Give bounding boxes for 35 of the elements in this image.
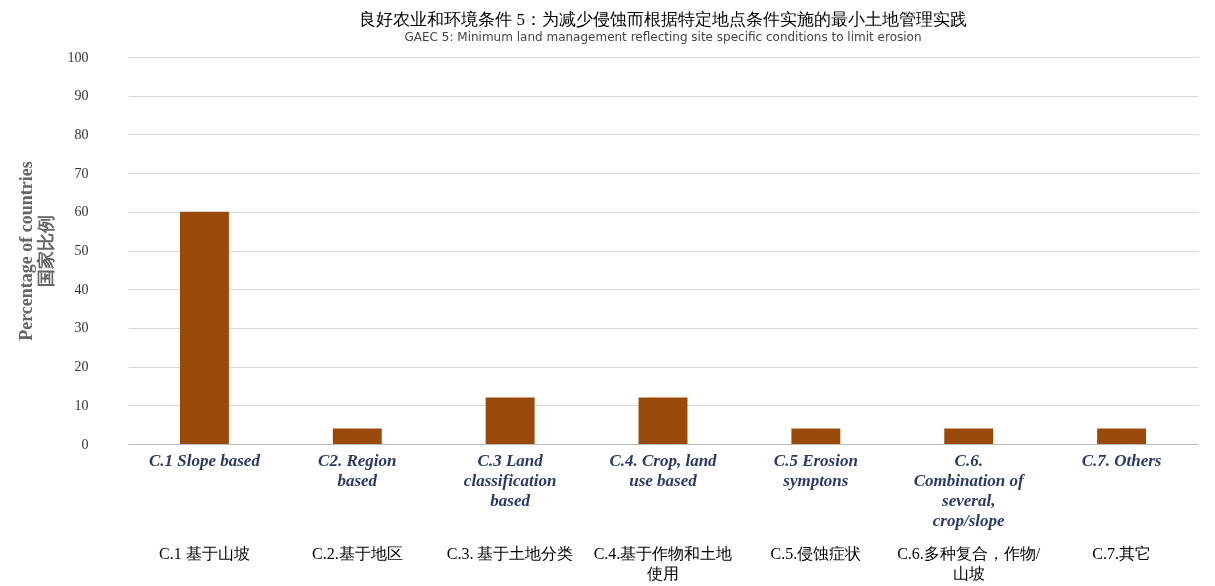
y-tick-label: 10 bbox=[74, 397, 89, 413]
y-tick-label: 80 bbox=[74, 126, 89, 142]
text: C.1 基于山坡 bbox=[159, 545, 250, 562]
x-tick-label: C.1 Slope based bbox=[148, 450, 261, 470]
x-tick-label: C2. Region based bbox=[318, 450, 397, 490]
x-tick-label: C.5 Erosion symptons bbox=[773, 450, 858, 490]
bar bbox=[332, 428, 382, 444]
bar bbox=[179, 211, 229, 444]
y-tick-label: 50 bbox=[74, 243, 89, 258]
text: C.7.其它 bbox=[1092, 545, 1151, 562]
bar bbox=[485, 397, 535, 444]
text: C.2.基于地区 bbox=[311, 545, 403, 562]
bar bbox=[791, 428, 841, 444]
text: C.3. 基于土地分类 bbox=[446, 545, 574, 562]
y-tick-label: 60 bbox=[74, 204, 89, 220]
y-tick-label: 0 bbox=[81, 436, 89, 452]
text: C.6.多种复合，作物/山坡 bbox=[897, 545, 1041, 582]
x-tick-label: C.7. Others bbox=[1081, 450, 1162, 470]
text: C.5.侵蚀症状 bbox=[770, 545, 862, 562]
y-axis-title: Percentage of countries 国家比例 bbox=[15, 161, 56, 341]
bar bbox=[1097, 428, 1147, 444]
y-tick-label: 30 bbox=[74, 320, 89, 336]
bar bbox=[638, 397, 688, 444]
chart-subtitle: GAEC 5: Minimum land management reflecting site specific conditions to limit erosion bbox=[404, 30, 922, 44]
x-tick-label: C.3 Land classification based bbox=[463, 450, 557, 510]
y-tick-label: 20 bbox=[74, 359, 89, 375]
chart-title: 良好农业和环境条件 5：为减少侵蚀而根据特定地点条件实施的最小土地管理实践 bbox=[359, 10, 967, 29]
y-tick-label: 90 bbox=[74, 88, 89, 104]
x-tick-label: C.6. Combination of several, crop/slope bbox=[913, 450, 1027, 530]
x-tick-label: C.4. Crop, land use based bbox=[609, 450, 718, 490]
text: C.4.基于作物和土地使用 bbox=[593, 545, 733, 582]
bar bbox=[944, 428, 994, 444]
y-tick-label: 70 bbox=[74, 165, 89, 181]
y-tick-label: 100 bbox=[67, 49, 89, 65]
y-tick-label: 40 bbox=[74, 281, 89, 297]
